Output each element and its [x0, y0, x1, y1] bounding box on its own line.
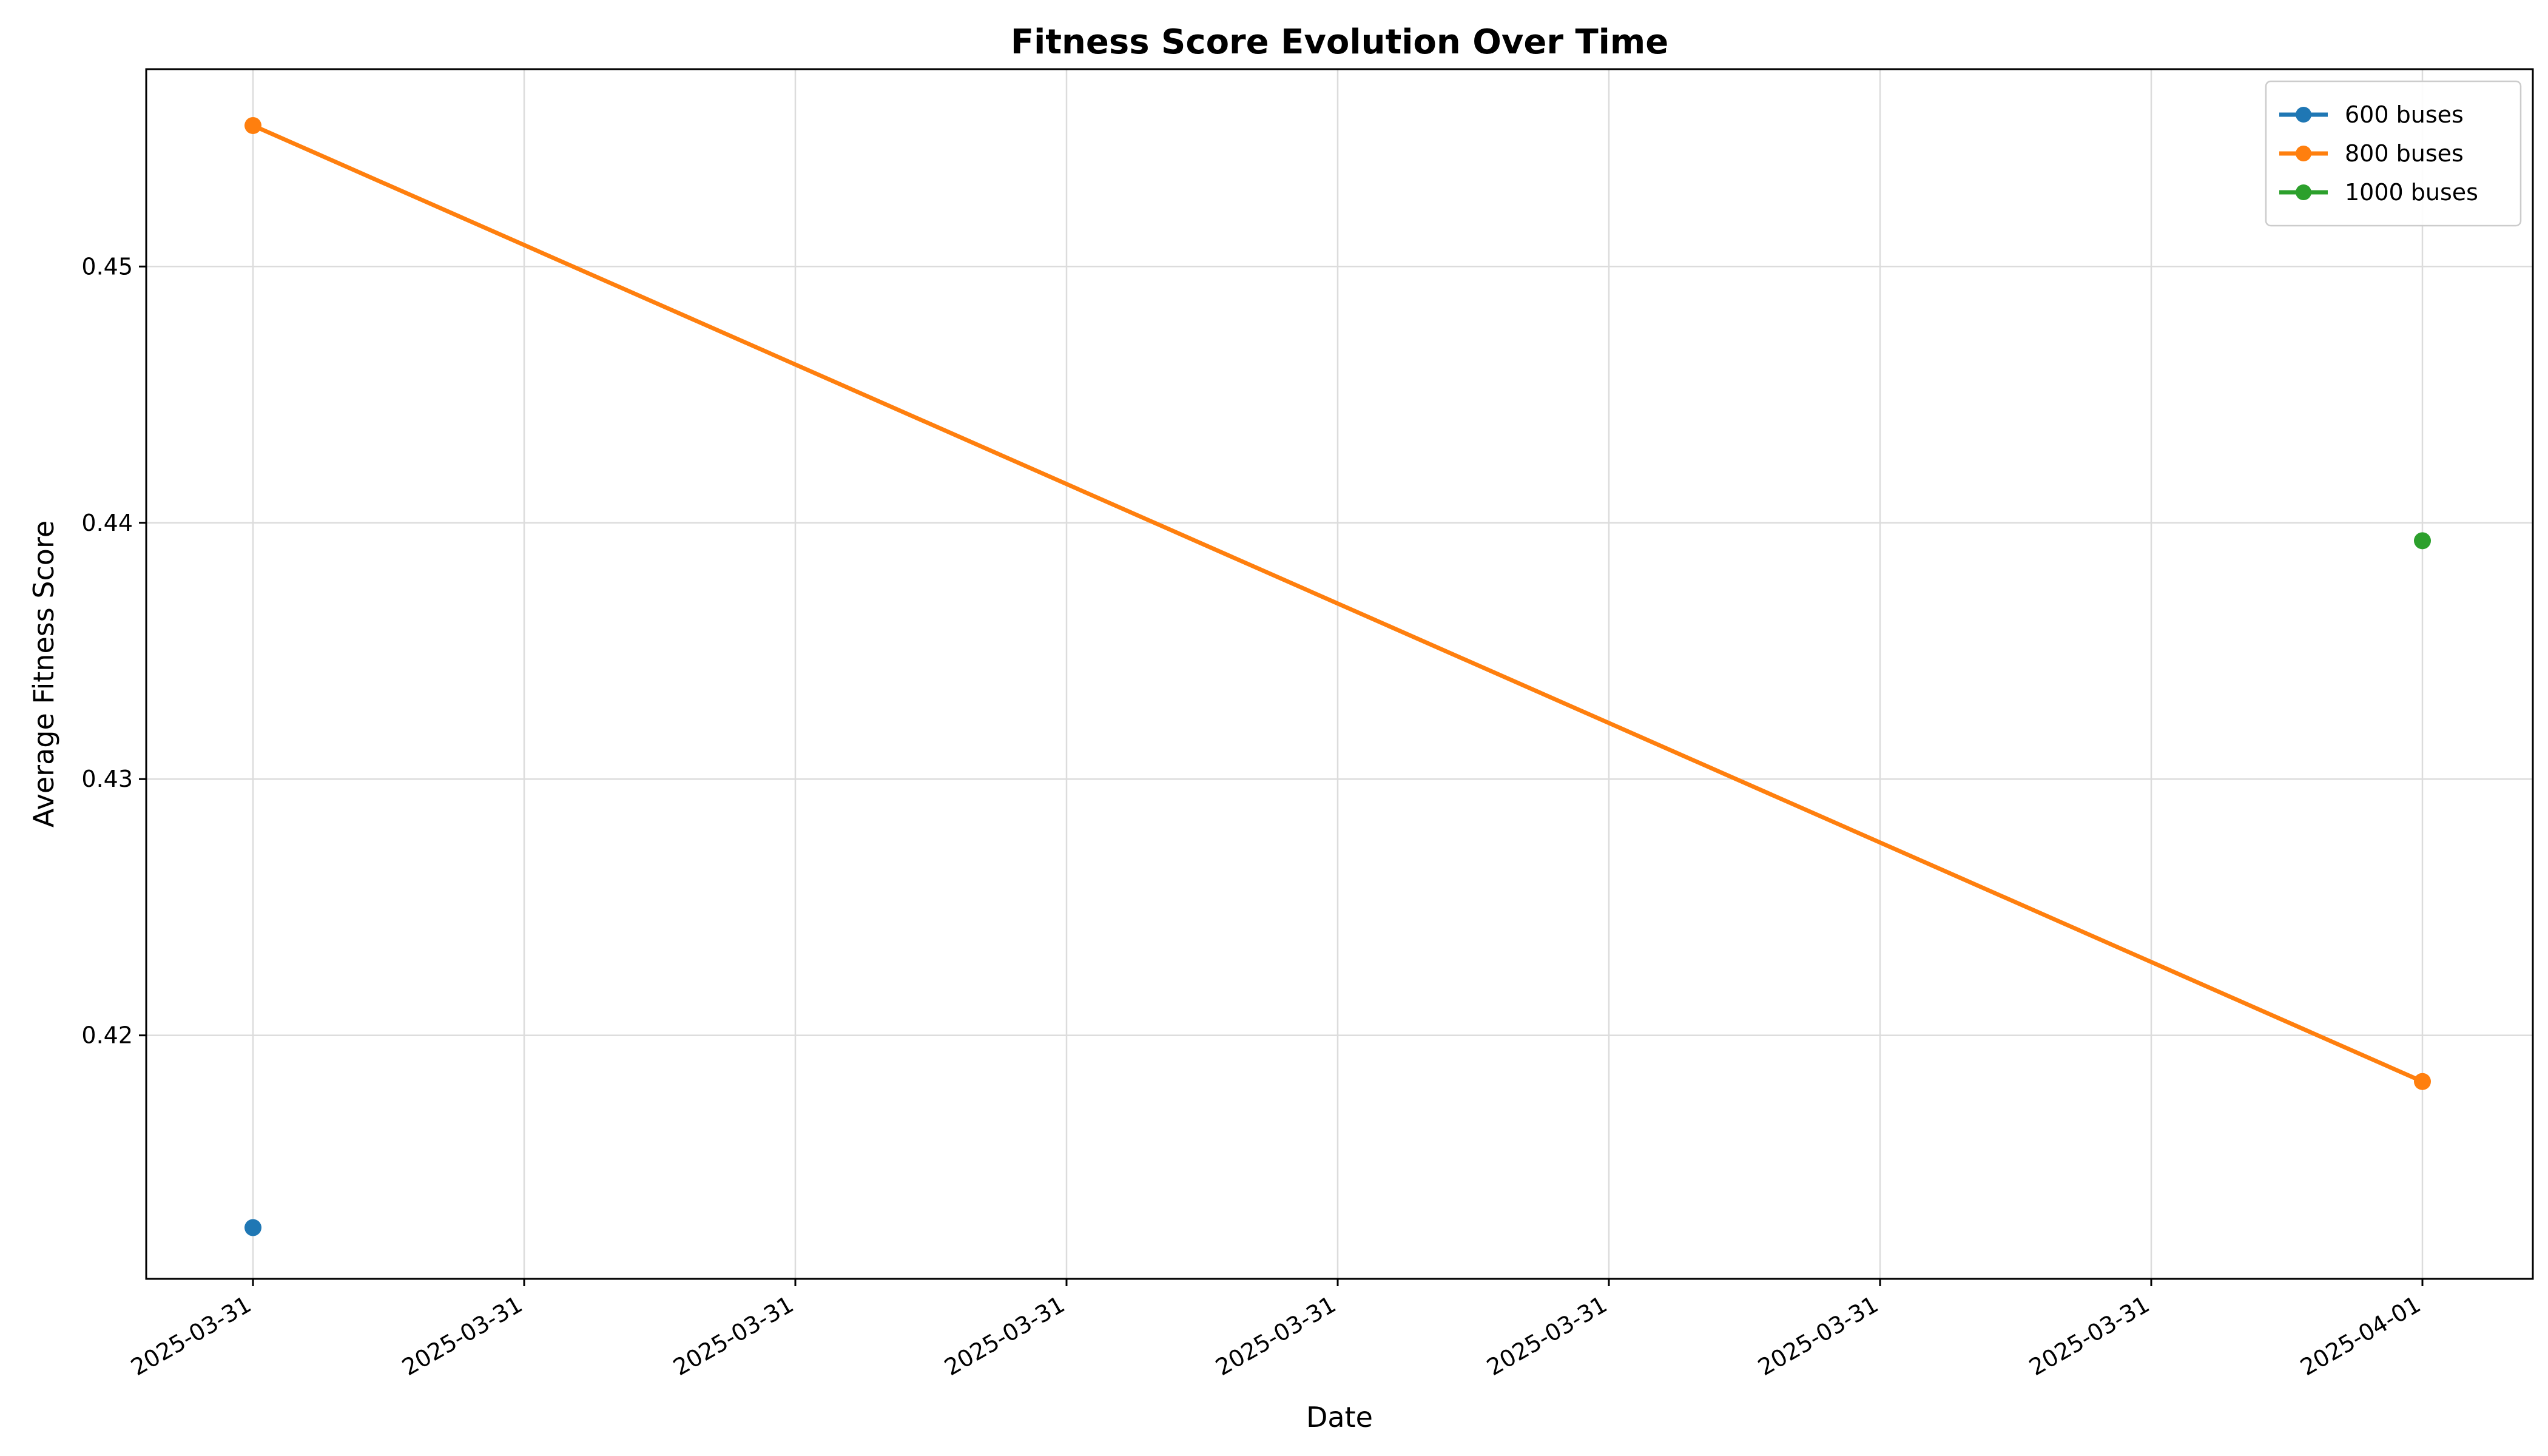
grid-layer: [146, 69, 2533, 1279]
legend: 600 buses 800 buses 1000 buses: [2265, 80, 2522, 227]
legend-label-800-buses: 800 buses: [2345, 140, 2464, 167]
data-point-800-buses: [244, 116, 261, 134]
legend-marker-600-buses: [2296, 107, 2311, 123]
data-point-600-buses: [244, 1219, 261, 1236]
y-tick-label: 0.43: [81, 766, 133, 792]
legend-label-1000-buses: 1000 buses: [2345, 179, 2478, 206]
series-600-buses: [244, 1219, 261, 1236]
chart-title: Fitness Score Evolution Over Time: [1011, 22, 1668, 62]
data-point-800-buses: [2414, 1073, 2431, 1090]
legend-marker-1000-buses: [2296, 184, 2311, 200]
data-point-1000-buses: [2414, 532, 2431, 550]
y-tick-label: 0.44: [81, 510, 133, 536]
y-tick-label: 0.42: [81, 1022, 133, 1049]
series-1000-buses: [2414, 532, 2431, 550]
y-axis-label: Average Fitness Score: [27, 521, 60, 827]
series-line-800-buses: [251, 123, 2425, 1084]
legend-marker-800-buses: [2296, 146, 2311, 161]
legend-box: [2265, 80, 2522, 227]
legend-label-600-buses: 600 buses: [2345, 101, 2464, 128]
series-layer: [244, 116, 2431, 1236]
series-800-buses: [244, 116, 2431, 1090]
x-axis-label: Date: [1306, 1401, 1373, 1434]
plot-frame: [145, 68, 2534, 1280]
y-tick-label: 0.45: [81, 253, 133, 280]
